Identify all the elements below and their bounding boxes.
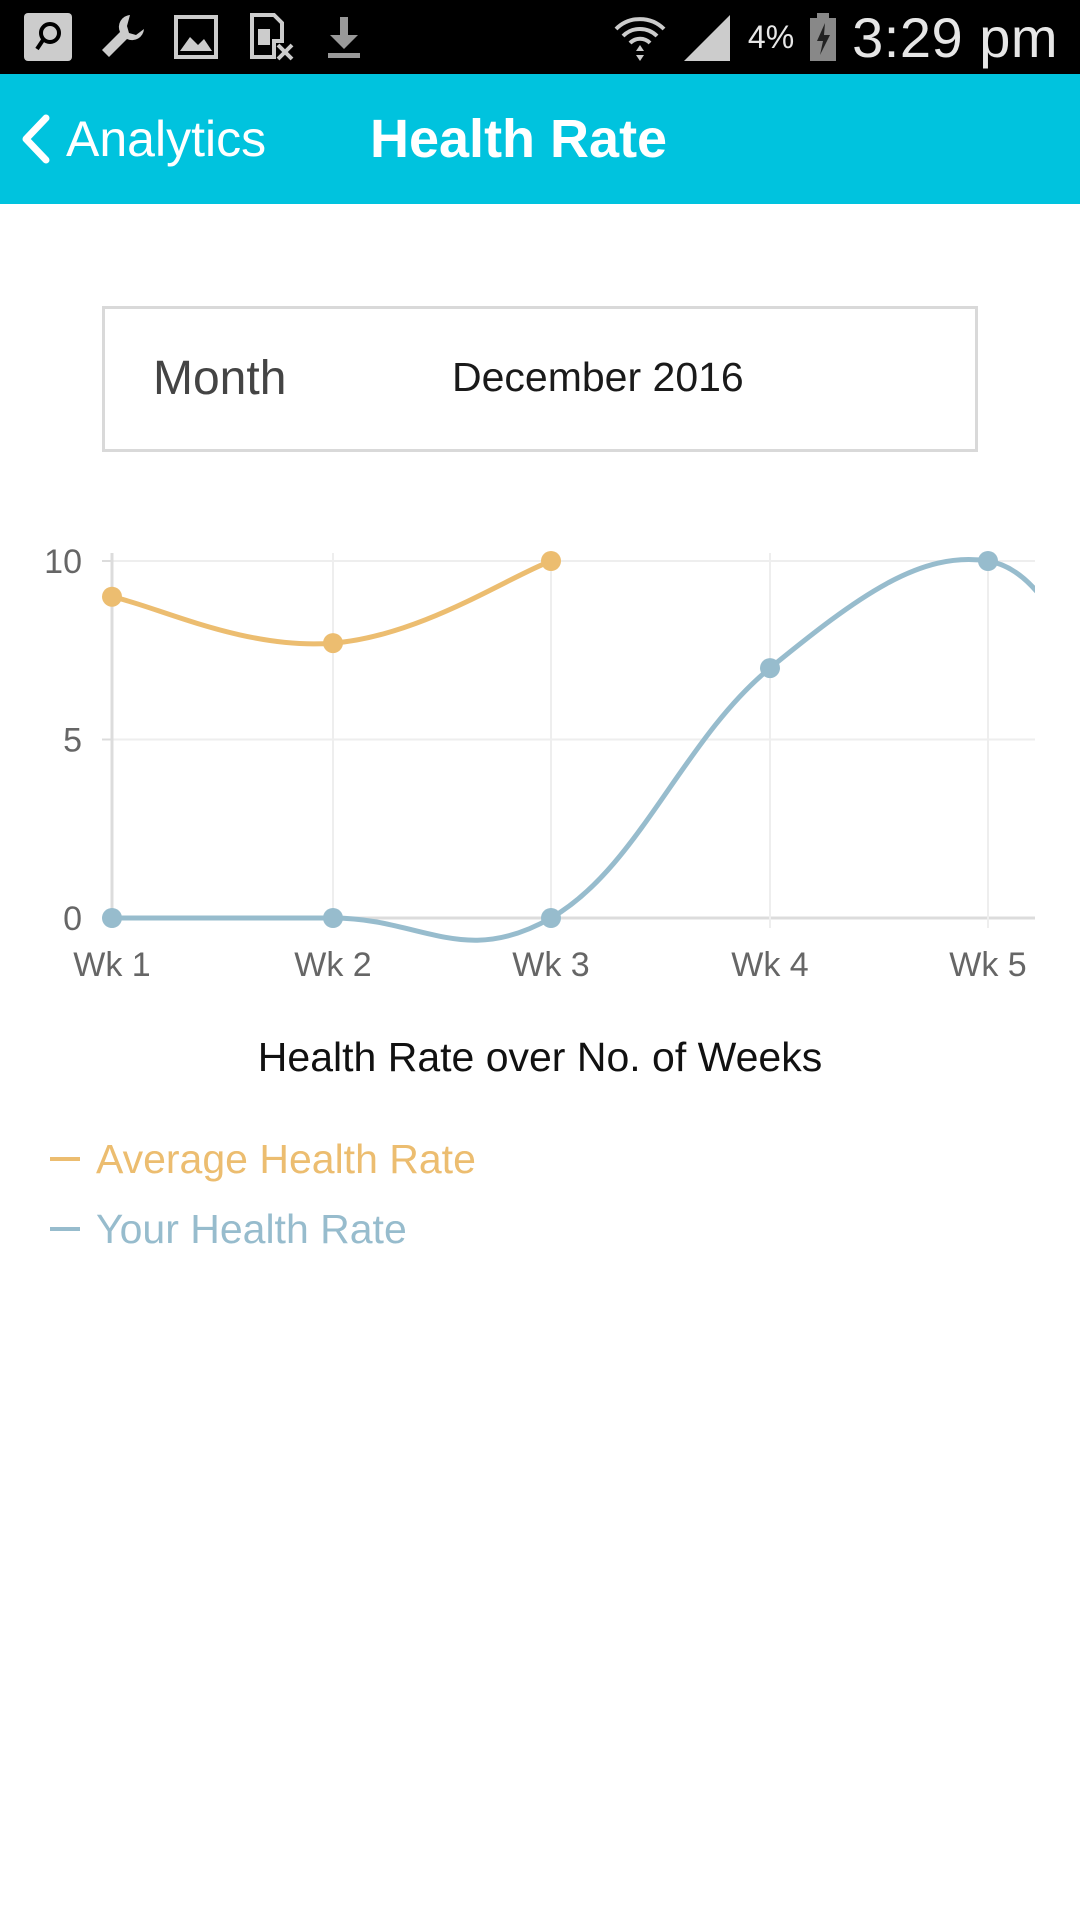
data-point xyxy=(323,908,343,928)
chevron-left-icon xyxy=(22,114,50,164)
status-left-icons xyxy=(22,10,370,64)
x-tick-label: Wk 1 xyxy=(73,946,150,984)
series-line xyxy=(111,558,552,647)
battery-percent: 4% xyxy=(747,18,795,55)
image-icon xyxy=(174,15,218,59)
notification-icon xyxy=(24,13,72,61)
wrench-icon xyxy=(102,15,144,57)
legend-label: Average Health Rate xyxy=(96,1135,476,1182)
x-tick-label: Wk 2 xyxy=(294,946,371,984)
signal-icon xyxy=(683,15,730,61)
month-selector[interactable]: Month December 2016 xyxy=(102,306,978,452)
status-clock: 3:29 pm xyxy=(852,5,1058,69)
data-point xyxy=(541,551,561,571)
back-label: Analytics xyxy=(66,111,267,167)
legend-item[interactable]: Your Health Rate xyxy=(50,1194,476,1264)
x-tick-label: Wk 5 xyxy=(949,946,1026,984)
battery-charging-icon xyxy=(810,13,837,61)
legend-item[interactable]: Average Health Rate xyxy=(50,1124,476,1194)
chart-legend: Average Health Rate Your Health Rate xyxy=(50,1124,476,1264)
month-value: December 2016 xyxy=(452,354,744,400)
legend-swatch xyxy=(50,1157,80,1161)
data-point xyxy=(978,551,998,571)
data-point xyxy=(760,658,780,679)
data-point xyxy=(323,633,343,654)
data-point xyxy=(541,908,561,928)
y-tick-label: 5 xyxy=(63,722,82,760)
x-tick-label: Wk 3 xyxy=(512,946,589,984)
page-title: Health Rate xyxy=(370,109,668,169)
health-rate-chart: 0 5 10 Wk 1 Wk 2 Wk 3 Wk 4 Wk 5 xyxy=(44,543,1035,984)
month-label: Month xyxy=(153,352,287,405)
data-point xyxy=(102,908,122,928)
legend-label: Your Health Rate xyxy=(96,1205,407,1252)
status-right-icons: 4% 3:29 pm xyxy=(612,4,1058,70)
legend-swatch xyxy=(50,1227,80,1231)
series-line xyxy=(112,557,1035,943)
app-bar: Analytics Health Rate xyxy=(0,74,1080,204)
chart-title: Health Rate over No. of Weeks xyxy=(257,1034,823,1080)
status-bar: 4% 3:29 pm xyxy=(0,0,1080,74)
sim-off-icon xyxy=(250,13,294,61)
data-point xyxy=(102,586,122,607)
back-button[interactable]: Analytics xyxy=(18,96,266,182)
wifi-icon xyxy=(614,17,666,61)
x-tick-label: Wk 4 xyxy=(731,946,808,984)
y-tick-label: 0 xyxy=(63,900,82,938)
download-icon xyxy=(328,17,360,58)
y-tick-label: 10 xyxy=(44,543,82,581)
